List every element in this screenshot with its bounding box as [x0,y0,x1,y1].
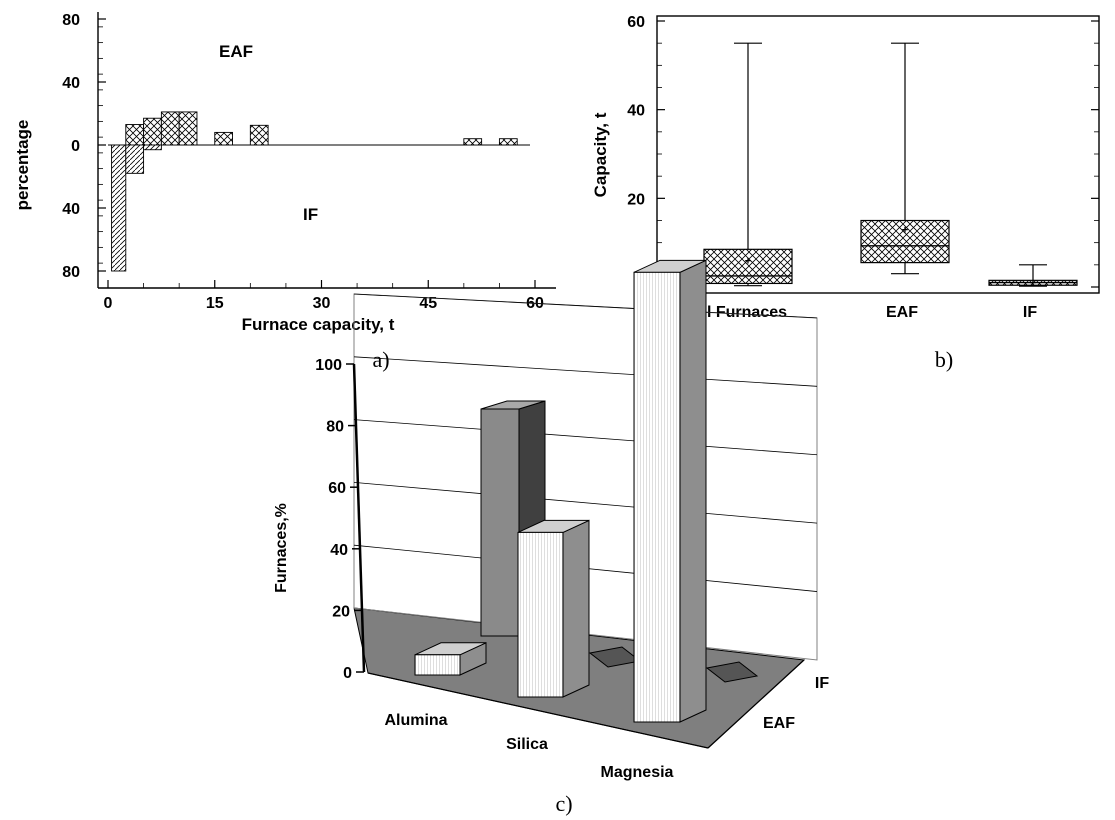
chart-a-x-axis-label: Furnace capacity, t [242,315,395,334]
chart-a-y-tick-label: 80 [62,12,80,29]
chart-a-y-tick-label: 40 [62,201,80,218]
chart-c-y-tick-label: 20 [332,603,350,620]
chart-c-series-label: IF [815,675,829,692]
chart-a-histogram: 804004080015304560 EAF IF Furnace capaci… [13,12,556,372]
chart-c-y-tick-label: 0 [343,665,352,682]
chart-a-caption: a) [372,347,389,372]
chart-b-mean-marker: + [1030,278,1036,290]
chart-c-bars [415,260,757,722]
chart-c-bar-eaf-front [518,532,563,697]
chart-c-bar-if-alumina-front [481,409,519,636]
chart-a-bar-eaf [179,112,197,145]
chart-b-mean-marker: + [902,224,908,236]
chart-a-annotation-eaf: EAF [219,42,253,61]
chart-a-x-tick-label: 30 [313,295,331,312]
chart-b-x-tick-label: IF [1023,304,1037,321]
chart-c-y-axis-label: Furnaces,% [273,503,290,593]
chart-a-bar-eaf [464,139,482,145]
chart-b-y-tick-label: 60 [627,14,645,31]
chart-a-y-tick-label: 80 [62,264,80,281]
chart-c-3d-bars: 0 20 40 60 80 100 Alumina Silica Magnesia EAF IF F… [273,260,829,816]
chart-a-bar-if [126,145,144,173]
chart-c-x-tick-label: Silica [506,736,548,753]
chart-a-bar-eaf [144,118,162,145]
chart-c-bar-eaf-side [563,520,589,697]
chart-c-bar-eaf-front [634,272,680,722]
chart-c-gridline [354,482,817,523]
chart-c-x-tick-label: Magnesia [601,764,674,781]
chart-c-gridline [354,357,817,387]
chart-c-gridline [354,420,817,455]
chart-c-series-label: EAF [763,715,795,732]
chart-c-y-tick-label: 100 [315,357,342,374]
chart-a-annotation-if: IF [303,205,318,224]
chart-c-caption: c) [555,791,572,816]
chart-c-bar-eaf-side [680,260,706,722]
chart-b-y-tick-label: 20 [627,191,645,208]
chart-c-x-tick-label: Alumina [384,712,447,729]
chart-b-y-tick-label: 40 [627,103,645,120]
chart-a-y-tick-label: 0 [71,138,80,155]
chart-a-x-tick-label: 15 [206,295,224,312]
chart-a-bar-eaf [499,139,517,145]
chart-a-bar-eaf [126,125,144,145]
chart-c-y-tick-label: 60 [328,480,346,497]
chart-b-boxes: +All Furnaces+EAF+IF [691,43,1077,321]
chart-a-bars [112,112,518,271]
chart-c-bar-eaf-front [415,655,460,675]
chart-a-bar-eaf [215,132,233,145]
chart-a-y-axis-label: percentage [13,120,32,211]
chart-a-bar-if [144,145,162,150]
chart-c-y-tick-label: 40 [330,542,348,559]
chart-b-caption: b) [935,347,953,372]
chart-c-y-tick-label: 80 [326,419,344,436]
chart-a-y-tick-label: 40 [62,75,80,92]
chart-b-y-axis-label: Capacity, t [591,112,610,197]
chart-a-bar-eaf [250,125,268,145]
chart-a-x-tick-label: 0 [104,295,113,312]
chart-b-x-tick-label: EAF [886,304,918,321]
chart-b-mean-marker: + [745,255,751,267]
chart-a-bar-if [112,145,126,271]
chart-a-bar-eaf [161,112,179,145]
